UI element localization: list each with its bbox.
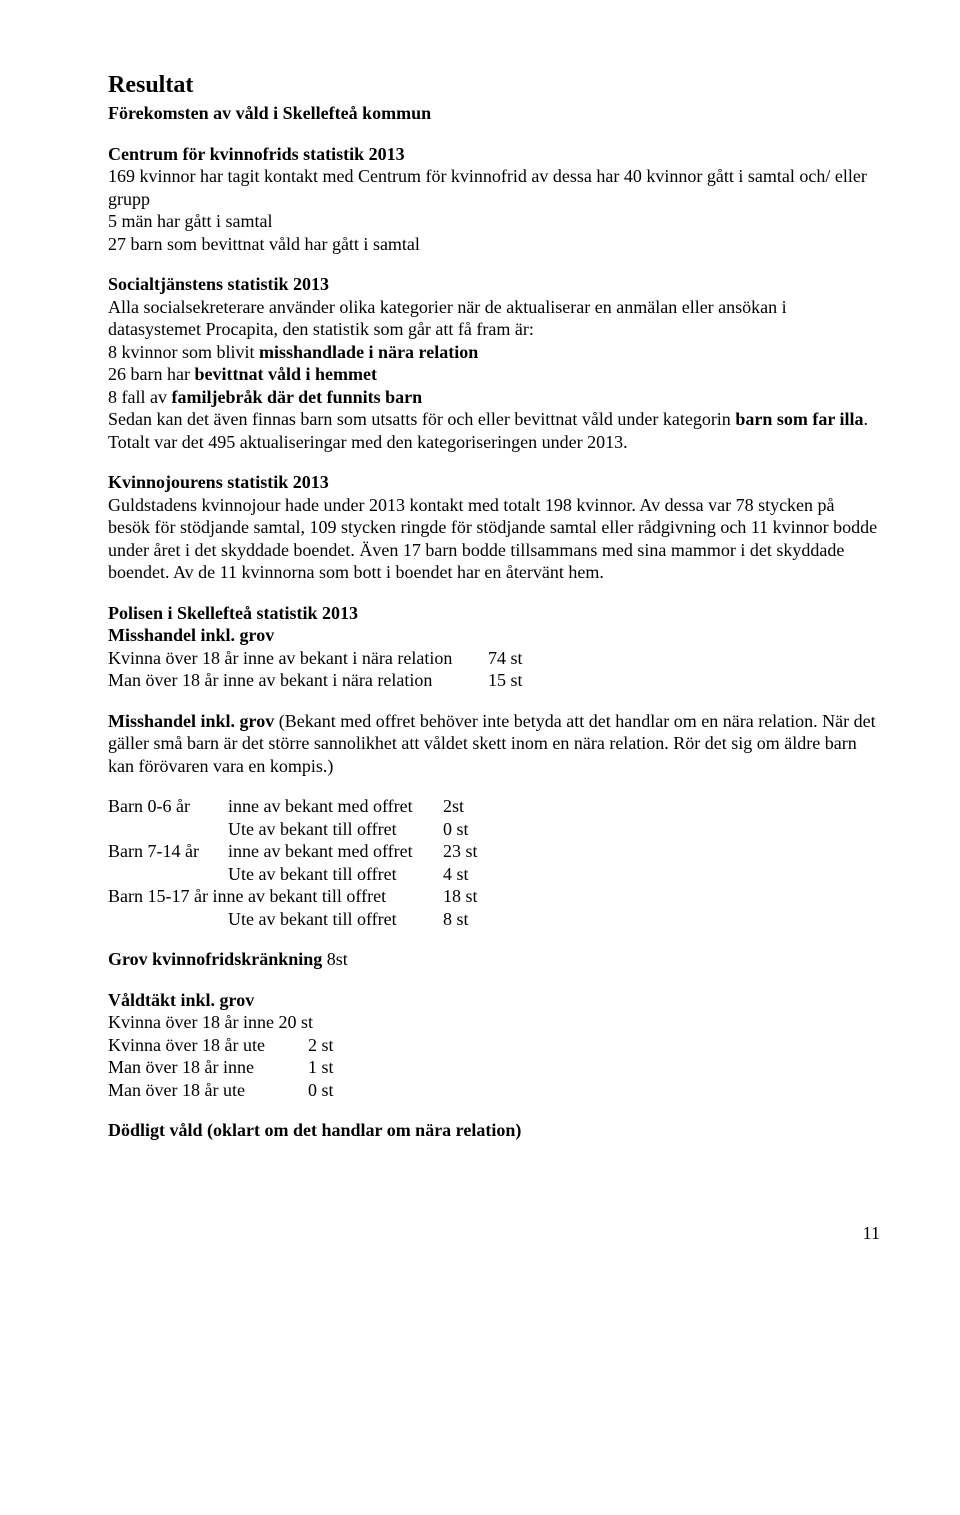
polis-heading: Polisen i Skellefteå statistik 2013 [108,602,880,625]
stat-value: 74 st [488,647,523,670]
barn-age: Barn 0-6 år [108,795,228,818]
grov-section: Grov kvinnofridskränkning 8st [108,948,880,971]
valdtakt-row: Kvinna över 18 år ute 2 st [108,1034,880,1057]
misshandel2-text: Misshandel inkl. grov (Bekant med offret… [108,710,880,778]
bold-text: Misshandel inkl. grov [108,711,274,731]
page-number: 11 [108,1222,880,1245]
misshandel2-section: Misshandel inkl. grov (Bekant med offret… [108,710,880,778]
bold-text: barn som far illa [735,409,863,429]
kvinnojour-body: Guldstadens kvinnojour hade under 2013 k… [108,494,880,584]
valdtakt-label: Kvinna över 18 år ute [108,1034,308,1057]
barn-row: Barn 0-6 år inne av bekant med offret 2s… [108,795,880,818]
polis-section: Polisen i Skellefteå statistik 2013 Miss… [108,602,880,692]
social-line: Sedan kan det även finnas barn som utsat… [108,408,880,453]
valdtakt-row: Man över 18 år ute 0 st [108,1079,880,1102]
valdtakt-heading: Våldtäkt inkl. grov [108,989,880,1012]
page-subtitle: Förekomsten av våld i Skellefteå kommun [108,102,880,125]
barn-row: Ute av bekant till offret 0 st [108,818,880,841]
social-line: Alla socialsekreterare använder olika ka… [108,296,880,341]
bold-text: familjebråk där det funnits barn [171,387,422,407]
valdtakt-value: 1 st [308,1056,334,1079]
bold-text: misshandlade i nära relation [259,342,478,362]
barn-section: Barn 0-6 år inne av bekant med offret 2s… [108,795,880,930]
grov-line: Grov kvinnofridskränkning 8st [108,948,880,971]
barn-value: 23 st [443,840,478,863]
barn-age [108,908,228,931]
social-section: Socialtjänstens statistik 2013 Alla soci… [108,273,880,453]
text: Sedan kan det även finnas barn som utsat… [108,409,735,429]
barn-value: 2st [443,795,464,818]
barn-row: Barn 7-14 år inne av bekant med offret 2… [108,840,880,863]
barn-row: Ute av bekant till offret 8 st [108,908,880,931]
valdtakt-label: Man över 18 år inne [108,1056,308,1079]
stat-label: Man över 18 år inne av bekant i nära rel… [108,669,488,692]
barn-desc: Barn 15-17 år inne av bekant till offret [108,885,443,908]
text: 8 fall av [108,387,171,407]
barn-desc: Ute av bekant till offret [228,908,443,931]
stat-value: 15 st [488,669,523,692]
social-line: 26 barn har bevittnat våld i hemmet [108,363,880,386]
stat-row: Kvinna över 18 år inne av bekant i nära … [108,647,880,670]
social-heading: Socialtjänstens statistik 2013 [108,273,880,296]
barn-desc: Ute av bekant till offret [228,818,443,841]
text: 8st [322,949,348,969]
valdtakt-row: Man över 18 år inne 1 st [108,1056,880,1079]
valdtakt-label: Man över 18 år ute [108,1079,308,1102]
valdtakt-value: 2 st [308,1034,334,1057]
dodligt-heading: Dödligt våld (oklart om det handlar om n… [108,1119,880,1142]
barn-age [108,863,228,886]
centrum-heading: Centrum för kvinnofrids statistik 2013 [108,143,880,166]
centrum-line: 169 kvinnor har tagit kontakt med Centru… [108,165,880,210]
valdtakt-value: 0 st [308,1079,334,1102]
centrum-section: Centrum för kvinnofrids statistik 2013 1… [108,143,880,256]
valdtakt-section: Våldtäkt inkl. grov Kvinna över 18 år in… [108,989,880,1102]
barn-row: Barn 15-17 år inne av bekant till offret… [108,885,880,908]
text: 26 barn har [108,364,194,384]
centrum-line: 5 män har gått i samtal [108,210,880,233]
social-line: 8 kvinnor som blivit misshandlade i nära… [108,341,880,364]
barn-value: 0 st [443,818,469,841]
text: 8 kvinnor som blivit [108,342,259,362]
misshandel-heading: Misshandel inkl. grov [108,624,880,647]
barn-value: 18 st [443,885,478,908]
page-title: Resultat [108,70,880,100]
barn-desc: Ute av bekant till offret [228,863,443,886]
kvinnojour-heading: Kvinnojourens statistik 2013 [108,471,880,494]
barn-value: 8 st [443,908,469,931]
valdtakt-line: Kvinna över 18 år inne 20 st [108,1011,880,1034]
kvinnojour-section: Kvinnojourens statistik 2013 Guldstadens… [108,471,880,584]
stat-row: Man över 18 år inne av bekant i nära rel… [108,669,880,692]
bold-text: Grov kvinnofridskränkning [108,949,322,969]
social-line: 8 fall av familjebråk där det funnits ba… [108,386,880,409]
stat-label: Kvinna över 18 år inne av bekant i nära … [108,647,488,670]
barn-age [108,818,228,841]
barn-value: 4 st [443,863,469,886]
barn-desc: inne av bekant med offret [228,795,443,818]
centrum-line: 27 barn som bevittnat våld har gått i sa… [108,233,880,256]
barn-row: Ute av bekant till offret 4 st [108,863,880,886]
bold-text: bevittnat våld i hemmet [194,364,376,384]
barn-desc: inne av bekant med offret [228,840,443,863]
barn-age: Barn 7-14 år [108,840,228,863]
